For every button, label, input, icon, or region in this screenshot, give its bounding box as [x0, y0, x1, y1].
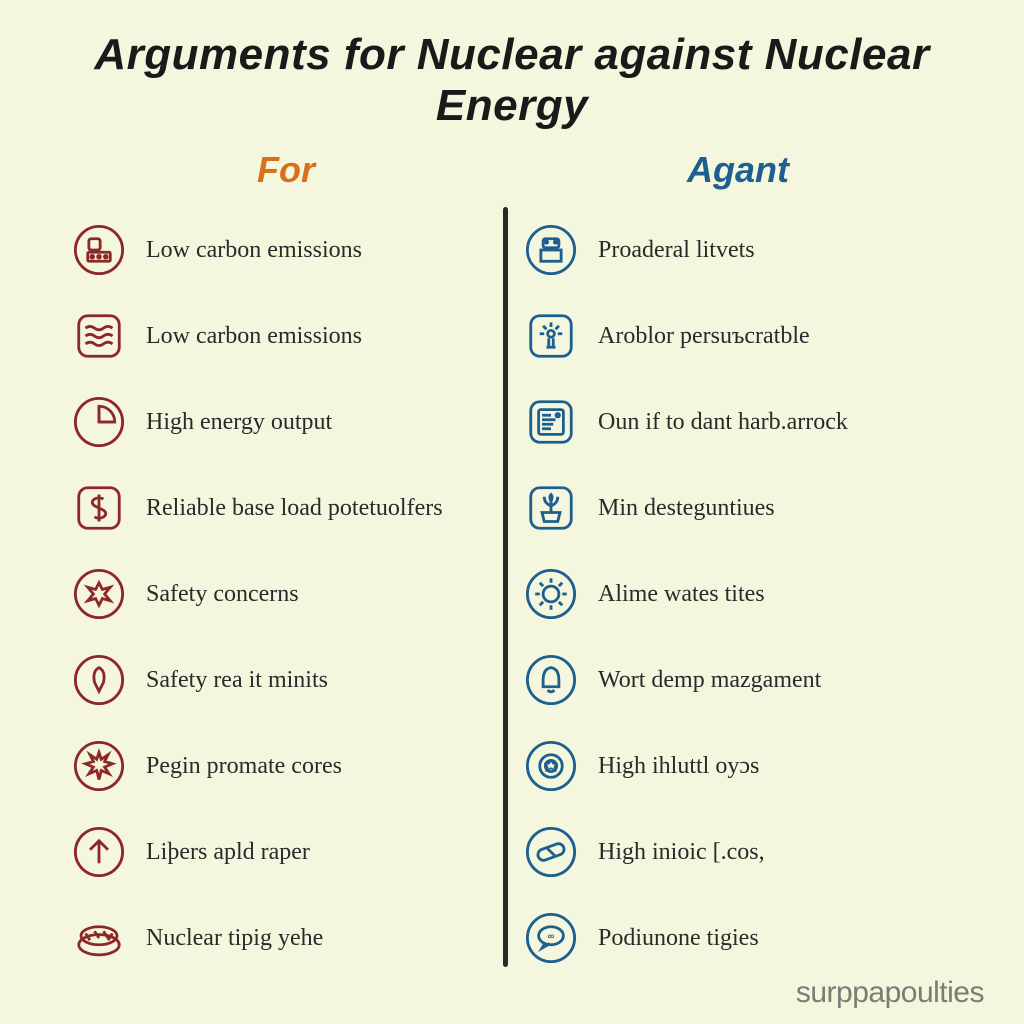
- against-items: Proaderal litvets Aroblor persuъcratble …: [522, 211, 954, 977]
- list-item: Proaderal litvets: [522, 211, 954, 289]
- list-item: Low carbon emissions: [70, 211, 502, 289]
- item-label: High inioic [.cos,: [598, 838, 765, 867]
- item-label: Pegin promate cores: [146, 752, 342, 781]
- document-icon: [522, 393, 580, 451]
- list-item: Aroblor persuъcratble: [522, 297, 954, 375]
- list-item: High energy output: [70, 383, 502, 461]
- arrow-up-icon: [70, 823, 128, 881]
- list-item: Safety rea it minits: [70, 641, 502, 719]
- person-icon: [70, 651, 128, 709]
- list-item: Liþers apld raper: [70, 813, 502, 891]
- dollar-icon: [70, 479, 128, 537]
- list-item: Min desteguntiues: [522, 469, 954, 547]
- list-item: ∞ Podiunone tigies: [522, 899, 954, 977]
- item-label: Alime wates tites: [598, 580, 765, 609]
- list-item: Nuclear tipig yehe: [70, 899, 502, 977]
- burst-icon: [70, 565, 128, 623]
- target-icon: [522, 737, 580, 795]
- sun-icon: [522, 565, 580, 623]
- item-label: Safety rea it minits: [146, 666, 328, 695]
- for-items: Low carbon emissions Low carbon emission…: [70, 211, 502, 977]
- list-item: High ihluttl oyɔs: [522, 727, 954, 805]
- columns-container: For Low carbon emissions Low carbon emis…: [50, 149, 974, 977]
- monument-icon: [522, 221, 580, 279]
- for-heading: For: [70, 149, 502, 191]
- waves-icon: [70, 307, 128, 365]
- item-label: Podiunone tigies: [598, 924, 759, 953]
- sushi-icon: [70, 909, 128, 967]
- list-item: Reliable base load potetuolfers: [70, 469, 502, 547]
- against-column: Agant Proaderal litvets Aroblor persuъcr…: [512, 149, 964, 977]
- list-item: Alime wates tites: [522, 555, 954, 633]
- item-label: Min desteguntiues: [598, 494, 775, 523]
- list-item: High inioic [.cos,: [522, 813, 954, 891]
- explosion-icon: [70, 737, 128, 795]
- item-label: Aroblor persuъcratble: [598, 322, 810, 351]
- item-label: High ihluttl oyɔs: [598, 752, 759, 781]
- item-label: Low carbon emissions: [146, 236, 362, 265]
- item-label: Liþers apld raper: [146, 838, 310, 867]
- plant-icon: [522, 479, 580, 537]
- item-label: Safety concerns: [146, 580, 299, 609]
- item-label: Proaderal litvets: [598, 236, 755, 265]
- light-icon: [522, 307, 580, 365]
- center-divider: [503, 207, 508, 967]
- list-item: Low carbon emissions: [70, 297, 502, 375]
- speech-icon: ∞: [522, 909, 580, 967]
- item-label: Nuclear tipig yehe: [146, 924, 323, 953]
- bell-icon: [522, 651, 580, 709]
- page-title: Arguments for Nuclear against Nuclear En…: [50, 30, 974, 131]
- list-item: Oun if to dant harb.arrock: [522, 383, 954, 461]
- svg-text:∞: ∞: [548, 931, 554, 941]
- for-column: For Low carbon emissions Low carbon emis…: [60, 149, 512, 977]
- pill-icon: [522, 823, 580, 881]
- factory-icon: [70, 221, 128, 279]
- item-label: Low carbon emissions: [146, 322, 362, 351]
- list-item: Wort demp mazgament: [522, 641, 954, 719]
- list-item: Pegin promate cores: [70, 727, 502, 805]
- item-label: Oun if to dant harb.arrock: [598, 408, 848, 437]
- list-item: Safety concerns: [70, 555, 502, 633]
- item-label: High energy output: [146, 408, 332, 437]
- item-label: Reliable base load potetuolfers: [146, 494, 443, 523]
- gauge-icon: [70, 393, 128, 451]
- against-heading: Agant: [522, 149, 954, 191]
- watermark: surppapoulties: [796, 976, 984, 1010]
- item-label: Wort demp mazgament: [598, 666, 821, 695]
